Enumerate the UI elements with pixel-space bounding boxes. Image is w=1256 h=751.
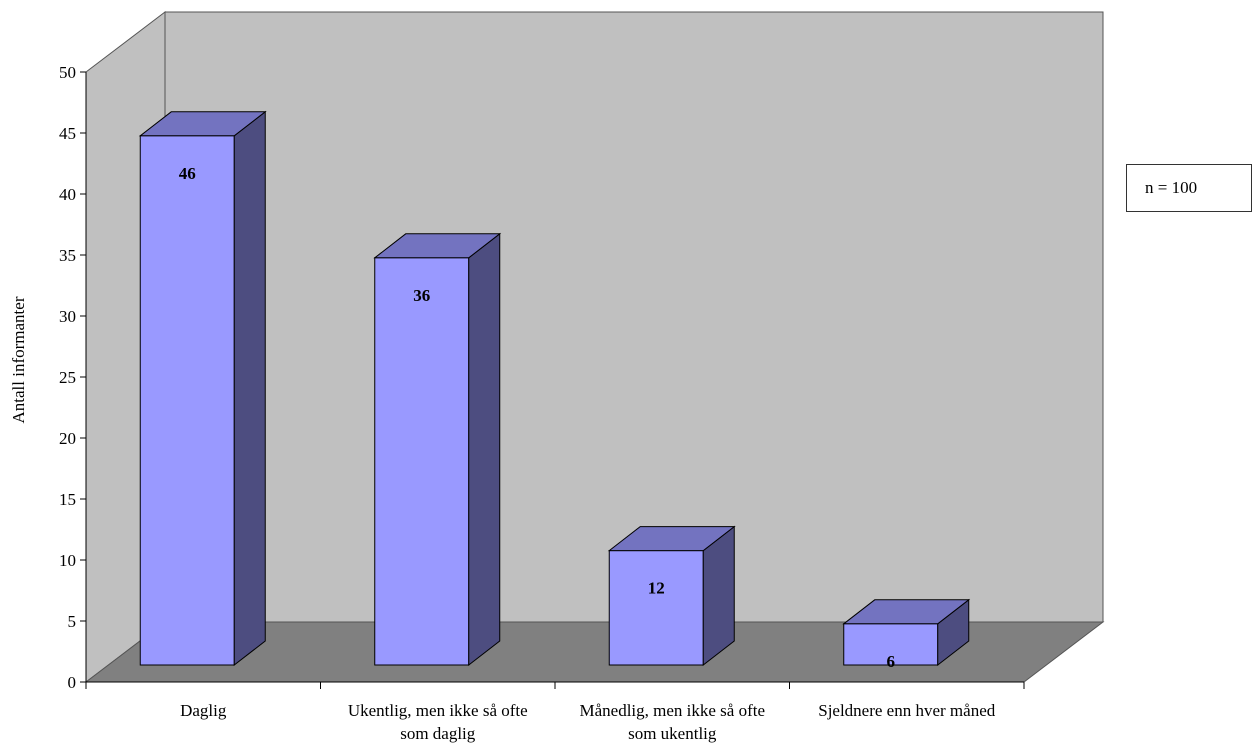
y-tick-label: 30 [59,307,76,326]
bar-top [138,111,267,137]
bar [138,110,267,667]
data-label: 36 [413,286,430,305]
bar-top [842,599,971,625]
bar [842,598,971,667]
labels: 46 36 12 6 Daglig Ukentlig, men ikke så ofte s… [179,164,996,743]
back-wall [164,11,1104,623]
bar-front [139,135,235,666]
y-tick-label: 20 [59,429,76,448]
y-tick-label: 0 [68,673,77,692]
y-tick-label: 15 [59,490,76,509]
category-label: Ukentlig, men ikke så ofte som daglig [348,701,528,743]
category-label: Månedlig, men ikke så ofte som ukentlig [579,701,765,743]
bar-front [374,257,470,666]
data-label: 46 [179,164,196,183]
bar [373,232,502,667]
category-label: Sjeldnere enn hver måned [818,701,996,720]
bar [607,525,736,667]
sample-size-text: n = 100 [1145,178,1198,197]
y-tick-label: 35 [59,246,76,265]
bar-top [373,233,502,259]
bar-front [608,550,704,666]
data-label: 6 [887,652,896,671]
y-tick-label: 50 [59,63,76,82]
data-label: 12 [648,579,665,598]
y-tick-label: 45 [59,124,76,143]
y-tick-label: 40 [59,185,76,204]
bars [138,110,971,667]
sample-size-note: n = 100 [1126,164,1252,212]
bar-top [607,526,736,552]
y-tick-label: 5 [68,612,77,631]
y-axis-title: Antall informanter [9,296,28,423]
category-label: Daglig [180,701,227,720]
y-tick-label: 10 [59,551,76,570]
chart-axes: 0 5 10 15 20 25 30 35 40 45 50 [59,63,1025,692]
bar-side [468,232,501,667]
bar-side [233,110,266,667]
y-tick-label: 25 [59,368,76,387]
